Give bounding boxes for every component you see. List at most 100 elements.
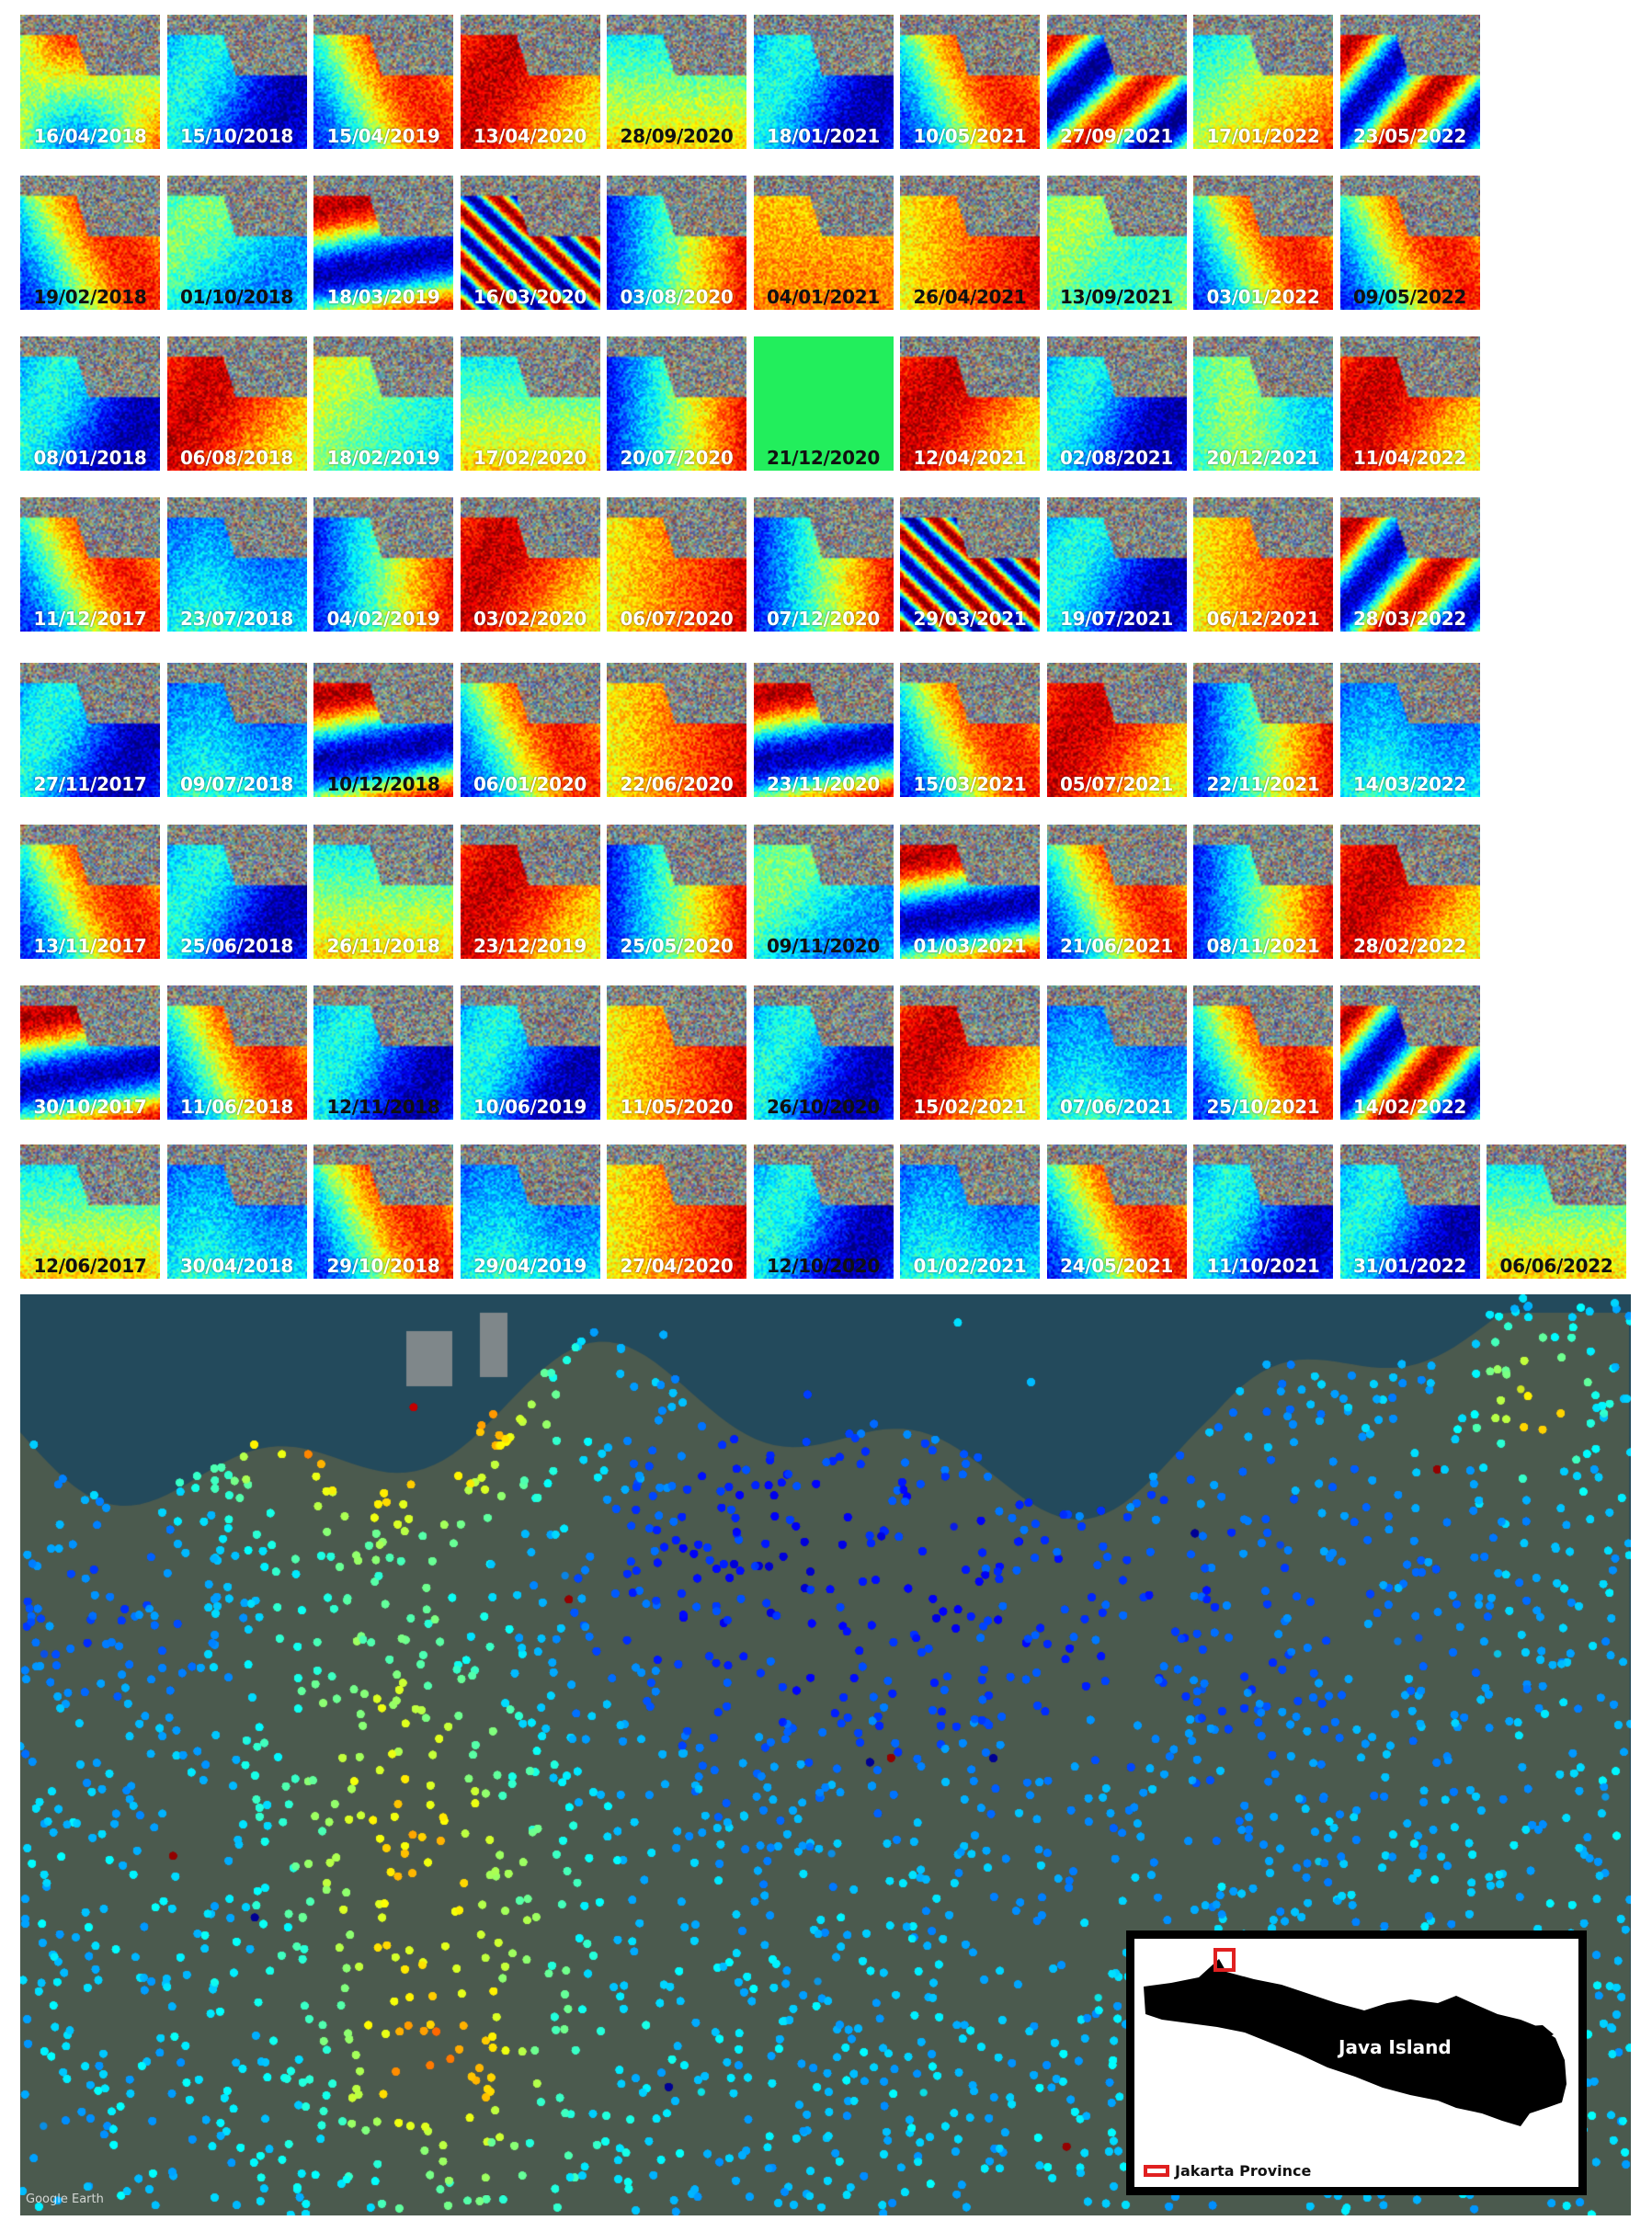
- interferogram-image: [900, 825, 1040, 959]
- tile-date-label: 28/09/2020: [620, 125, 734, 147]
- interferogram-image: [607, 176, 746, 310]
- tile-date-label: 20/12/2021: [1206, 447, 1320, 469]
- interferogram-tile: 10/12/2018: [313, 663, 453, 797]
- interferogram-tile: 19/07/2021: [1046, 497, 1187, 632]
- interferogram-image: [460, 497, 600, 632]
- tile-date-label: 19/02/2018: [33, 286, 147, 308]
- interferogram-tile: 13/09/2021: [1046, 176, 1187, 310]
- interferogram-tile: 28/02/2022: [1339, 825, 1480, 959]
- tile-date-label: 03/01/2022: [1206, 286, 1320, 308]
- interferogram-image: [1046, 15, 1187, 149]
- interferogram-image: [900, 336, 1040, 471]
- tile-date-label: 15/04/2019: [326, 125, 440, 147]
- tile-date-label: 02/08/2021: [1060, 447, 1173, 469]
- interferogram-image: [900, 1144, 1040, 1279]
- tile-date-label: 10/05/2021: [913, 125, 1027, 147]
- tile-date-label: 04/02/2019: [326, 608, 440, 630]
- interferogram-tile: 18/02/2019: [313, 336, 453, 471]
- interferogram-image: [1339, 336, 1480, 471]
- interferogram-image: [313, 497, 453, 632]
- tile-date-label: 14/02/2022: [1353, 1096, 1466, 1118]
- interferogram-tile: 02/08/2021: [1046, 336, 1187, 471]
- interferogram-tile: 12/11/2018: [313, 985, 453, 1120]
- interferogram-image: [166, 1144, 307, 1279]
- interferogram-tile: 15/10/2018: [166, 15, 307, 149]
- interferogram-tile: 14/02/2022: [1339, 985, 1480, 1120]
- interferogram-tile: 20/07/2020: [607, 336, 746, 471]
- interferogram-image: [20, 825, 160, 959]
- interferogram-tile: 22/06/2020: [607, 663, 746, 797]
- interferogram-image: [166, 176, 307, 310]
- tile-date-label: 12/10/2020: [767, 1255, 880, 1277]
- interferogram-image: [460, 985, 600, 1120]
- tile-date-label: 17/02/2020: [473, 447, 587, 469]
- interferogram-tile: 17/01/2022: [1193, 15, 1333, 149]
- tile-date-label: 29/04/2019: [473, 1255, 587, 1277]
- tile-date-label: 29/10/2018: [326, 1255, 440, 1277]
- interferogram-tile: 26/11/2018: [313, 825, 453, 959]
- tile-date-label: 11/05/2020: [620, 1096, 734, 1118]
- interferogram-image: [607, 825, 746, 959]
- interferogram-image: [166, 825, 307, 959]
- tile-date-label: 12/11/2018: [326, 1096, 440, 1118]
- tile-date-label: 23/11/2020: [767, 773, 880, 795]
- interferogram-image: [166, 663, 307, 797]
- interferogram-image: [20, 985, 160, 1120]
- interferogram-image: [460, 176, 600, 310]
- interferogram-image: [20, 336, 160, 471]
- interferogram-image: [1046, 663, 1187, 797]
- tile-date-label: 22/11/2021: [1206, 773, 1320, 795]
- interferogram-tile: 11/04/2022: [1339, 336, 1480, 471]
- interferogram-image: [20, 1144, 160, 1279]
- interferogram-tile: 29/04/2019: [460, 1144, 600, 1279]
- tile-date-label: 22/06/2020: [620, 773, 734, 795]
- tile-date-label: 07/12/2020: [767, 608, 880, 630]
- interferogram-tile: 11/10/2021: [1193, 1144, 1333, 1279]
- tile-date-label: 20/07/2020: [620, 447, 734, 469]
- interferogram-image: [460, 825, 600, 959]
- interferogram-image: [1339, 497, 1480, 632]
- interferogram-tile: 18/01/2021: [753, 15, 894, 149]
- interferogram-tile: 05/07/2021: [1046, 663, 1187, 797]
- interferogram-tile: 21/12/2020: [753, 336, 894, 471]
- interferogram-image: [1046, 336, 1187, 471]
- tile-date-label: 10/06/2019: [473, 1096, 587, 1118]
- tile-date-label: 23/07/2018: [180, 608, 293, 630]
- legend-label: Jakarta Province: [1175, 2162, 1312, 2180]
- interferogram-image: [313, 336, 453, 471]
- tile-date-label: 11/10/2021: [1206, 1255, 1320, 1277]
- interferogram-tile: 01/02/2021: [900, 1144, 1040, 1279]
- tile-date-label: 19/07/2021: [1060, 608, 1173, 630]
- interferogram-tile: 11/12/2017: [20, 497, 160, 632]
- tile-date-label: 11/04/2022: [1353, 447, 1466, 469]
- interferogram-tile: 27/11/2017: [20, 663, 160, 797]
- tile-date-label: 28/02/2022: [1353, 935, 1466, 957]
- interferogram-grid: 16/04/2018 15/10/2018 15/04/2019 13/04/2020…: [20, 15, 1626, 1279]
- interferogram-tile: 31/01/2022: [1339, 1144, 1480, 1279]
- subsidence-map: Google Earth Java Island Jakarta Provinc…: [20, 1294, 1631, 2215]
- interferogram-image: [313, 15, 453, 149]
- interferogram-image: [20, 15, 160, 149]
- interferogram-image: [460, 663, 600, 797]
- interferogram-tile: 23/05/2022: [1339, 15, 1480, 149]
- interferogram-tile: 23/07/2018: [166, 497, 307, 632]
- interferogram-tile: 01/10/2018: [166, 176, 307, 310]
- interferogram-image: [20, 176, 160, 310]
- interferogram-image: [1046, 985, 1187, 1120]
- interferogram-tile: 23/11/2020: [753, 663, 894, 797]
- interferogram-tile: 01/03/2021: [900, 825, 1040, 959]
- interferogram-tile: 06/01/2020: [460, 663, 600, 797]
- tile-date-label: 06/01/2020: [473, 773, 587, 795]
- interferogram-tile: 25/10/2021: [1193, 985, 1333, 1120]
- interferogram-image: [1193, 825, 1333, 959]
- interferogram-image: [607, 497, 746, 632]
- interferogram-image: [753, 336, 894, 471]
- interferogram-image: [313, 176, 453, 310]
- tile-date-label: 07/06/2021: [1060, 1096, 1173, 1118]
- interferogram-image: [753, 15, 894, 149]
- tile-date-label: 11/06/2018: [180, 1096, 293, 1118]
- interferogram-image: [607, 336, 746, 471]
- interferogram-image: [166, 15, 307, 149]
- interferogram-tile: 12/06/2017: [20, 1144, 160, 1279]
- interferogram-image: [1339, 663, 1480, 797]
